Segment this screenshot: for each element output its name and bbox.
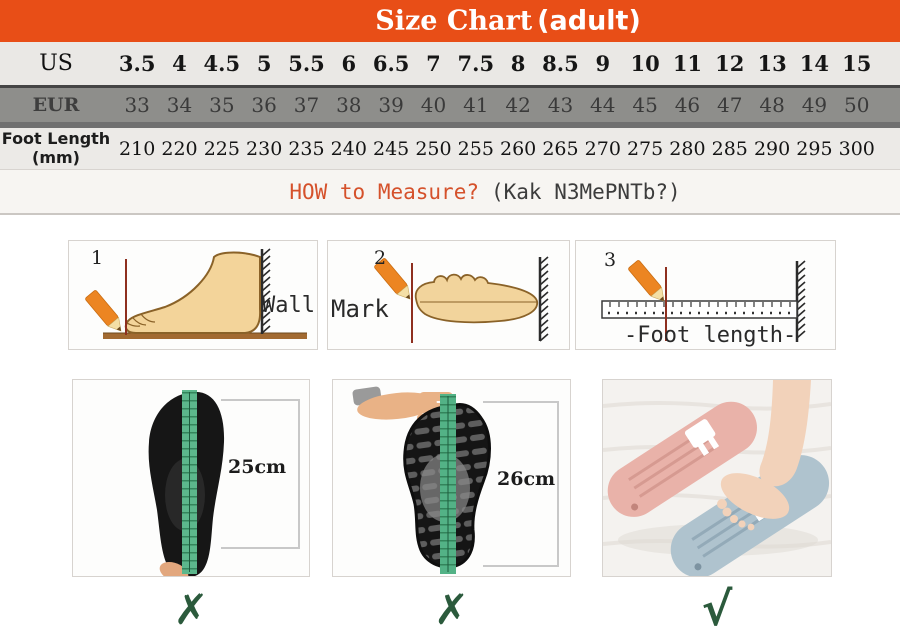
row-divider xyxy=(0,122,900,128)
eur-size-cell: 49 xyxy=(801,93,828,117)
eur-size-cell: 48 xyxy=(759,93,785,117)
table-row-us: US 3.5 4 4.5 5 5.5 6 6.5 7 7.5 8 8.5 9 10 11 12 13 14 15 xyxy=(0,42,900,88)
page-title-suffix: (adult) xyxy=(537,5,641,37)
us-size-cell: 4 xyxy=(172,51,187,76)
us-size-cell: 13 xyxy=(757,51,787,76)
foot-length-label: Foot Length xyxy=(1,129,111,149)
how-to-measure-row: HOW to Measure? (Kak N3MePNTb?) xyxy=(0,170,900,215)
eur-size-cell: 38 xyxy=(336,93,362,117)
eur-size-cell: 40 xyxy=(420,93,447,117)
step-number: 2 xyxy=(374,247,387,269)
foot-length-cell: 235 xyxy=(288,137,325,160)
step-label-mark: Mark xyxy=(331,295,389,323)
eur-size-cell: 45 xyxy=(632,93,658,117)
example-panel-insole: 25cm xyxy=(72,379,310,577)
how-to-measure-heading: HOW to Measure? (Kak N3MePNTb?) xyxy=(289,180,680,204)
us-size-cell: 4.5 xyxy=(203,51,241,76)
row-label-us: US xyxy=(39,51,73,76)
us-size-cell: 9 xyxy=(595,51,611,76)
foot-length-cell: 270 xyxy=(584,137,621,160)
us-size-cell: 10 xyxy=(630,51,660,76)
foot-length-cell: 275 xyxy=(626,137,664,160)
page-title: Size Chart (adult) xyxy=(375,6,641,37)
us-size-cell: 12 xyxy=(715,51,745,76)
us-size-cell: 6 xyxy=(341,51,357,76)
us-size-cell: 8.5 xyxy=(542,51,579,76)
eur-size-cell: 36 xyxy=(251,93,277,117)
row-label-eur: EUR xyxy=(32,94,80,116)
correct-mark-device: √ xyxy=(701,582,733,636)
step-panel-3: 3 -Foot length- xyxy=(575,240,836,350)
eur-size-cell: 41 xyxy=(463,93,489,117)
header-bar: Size Chart (adult) xyxy=(0,0,900,42)
us-size-cell: 7.5 xyxy=(457,51,495,76)
measurement-26cm: 26cm xyxy=(497,468,556,490)
wrong-mark-insole: ✗ xyxy=(173,584,209,634)
us-size-cell: 11 xyxy=(672,51,703,76)
foot-length-cell: 245 xyxy=(373,137,410,160)
us-size-cell: 14 xyxy=(799,51,830,76)
eur-size-cell: 37 xyxy=(293,93,320,117)
foot-length-cell: 225 xyxy=(203,137,240,160)
foot-length-cell: 255 xyxy=(457,137,494,160)
step-panel-1: 1 Wall xyxy=(68,240,318,350)
step-panel-2: 2 Mark xyxy=(327,240,570,350)
foot-length-cell: 280 xyxy=(669,137,706,160)
foot-length-cell: 220 xyxy=(161,137,198,160)
eur-size-cell: 43 xyxy=(547,93,574,117)
us-size-cell: 5 xyxy=(256,51,272,76)
page-title-main: Size Chart xyxy=(375,5,533,37)
eur-size-cell: 50 xyxy=(844,93,870,117)
foot-side-view-illustration xyxy=(84,248,307,339)
foot-length-cell: 260 xyxy=(499,137,537,160)
foot-length-cell: 285 xyxy=(711,137,748,160)
wrong-mark-shoe-sole: ✗ xyxy=(433,584,470,634)
how-to-measure-highlight: HOW to Measure? xyxy=(289,179,479,204)
how-to-measure-note: (Kak N3MePNTb?) xyxy=(491,179,681,204)
example-panel-shoe-sole: 26cm xyxy=(332,379,571,577)
eur-size-cell: 33 xyxy=(124,93,150,117)
row-label-foot-length: Foot Length (mm) xyxy=(0,128,112,169)
foot-length-cell: 210 xyxy=(119,137,156,160)
foot-measuring-device-photo xyxy=(603,380,831,576)
shoe-sole-measure-illustration xyxy=(352,386,559,574)
eur-size-cell: 35 xyxy=(209,93,235,117)
eur-size-cell: 39 xyxy=(378,93,404,117)
foot-length-cell: 295 xyxy=(796,137,833,160)
table-row-eur: EUR 33 34 35 36 37 38 39 40 41 42 43 44 45 46 47 48 49 50 xyxy=(0,88,900,122)
us-values: 3.5 4 4.5 5 5.5 6 6.5 7 7.5 8 8.5 9 10 11 12 13 14 15 xyxy=(116,42,878,85)
foot-length-values: 210 220 225 230 235 240 245 250 255 260 265 270 275 2… xyxy=(116,128,878,169)
step-number: 1 xyxy=(91,247,104,269)
step-label-foot-length: -Foot length- xyxy=(624,323,797,348)
insole-measure-illustration xyxy=(148,390,300,576)
eur-values: 33 34 35 36 37 38 39 40 41 42 43 44 45 46 47 48 49 50 xyxy=(116,88,878,122)
foot-top-view-illustration xyxy=(373,256,549,343)
us-size-cell: 5.5 xyxy=(288,51,325,76)
eur-size-cell: 46 xyxy=(674,93,701,117)
foot-length-cell: 265 xyxy=(542,137,579,160)
example-panel-measuring-device xyxy=(602,379,832,577)
step-number: 3 xyxy=(604,249,617,271)
ruler-illustration xyxy=(601,259,806,342)
us-size-cell: 3.5 xyxy=(118,51,156,76)
foot-length-cell: 240 xyxy=(330,137,367,160)
step-label-wall: Wall xyxy=(262,293,315,318)
us-size-cell: 8 xyxy=(510,51,526,76)
eur-size-cell: 34 xyxy=(166,93,193,117)
eur-size-cell: 44 xyxy=(590,93,616,117)
table-row-foot-length: Foot Length (mm) 210 220 225 230 235 240 245 25… xyxy=(0,128,900,170)
foot-length-cell: 290 xyxy=(753,137,791,160)
us-size-cell: 15 xyxy=(842,51,872,76)
eur-size-cell: 47 xyxy=(717,93,743,117)
foot-length-unit: (mm) xyxy=(32,147,80,167)
us-size-cell: 6.5 xyxy=(372,51,410,76)
foot-length-cell: 230 xyxy=(246,137,283,160)
eur-size-cell: 42 xyxy=(505,93,531,117)
measurement-25cm: 25cm xyxy=(228,456,287,478)
foot-length-cell: 250 xyxy=(415,137,452,160)
us-size-cell: 7 xyxy=(426,51,441,76)
foot-length-cell: 300 xyxy=(838,137,875,160)
